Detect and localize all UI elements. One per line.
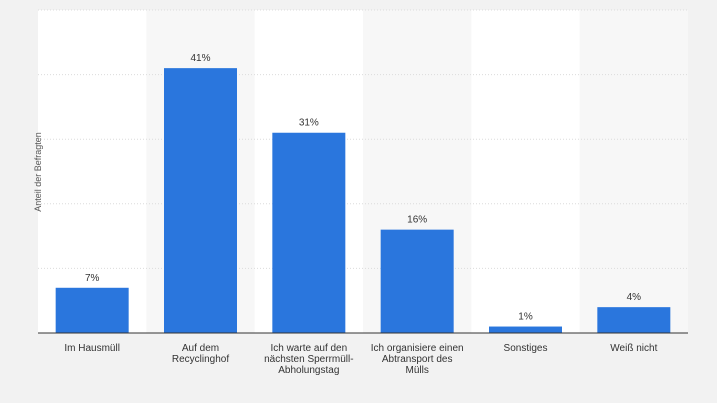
category-label: Weiß nicht xyxy=(610,343,657,354)
value-label: 41% xyxy=(190,53,210,64)
category-label: Auf dem Recyclinghof xyxy=(172,343,229,365)
category-label: Im Hausmüll xyxy=(64,343,120,354)
category-label: Ich organisiere einen Abtransport des Müll… xyxy=(371,343,464,376)
bar xyxy=(380,229,454,333)
value-label: 4% xyxy=(627,292,642,303)
bar xyxy=(272,132,346,333)
value-label: 1% xyxy=(518,312,533,323)
value-label: 7% xyxy=(85,273,100,284)
column-band xyxy=(579,10,688,333)
y-axis-label: Anteil der Befragten xyxy=(33,132,43,212)
bar xyxy=(597,307,671,333)
bar xyxy=(164,68,237,333)
category-label: Ich warte auf den nächsten Sperrmüll-Abho… xyxy=(264,343,353,376)
bar xyxy=(489,326,562,333)
bar xyxy=(55,287,129,333)
value-label: 31% xyxy=(299,118,319,129)
category-label: Sonstiges xyxy=(504,343,548,354)
value-label: 16% xyxy=(407,215,427,226)
